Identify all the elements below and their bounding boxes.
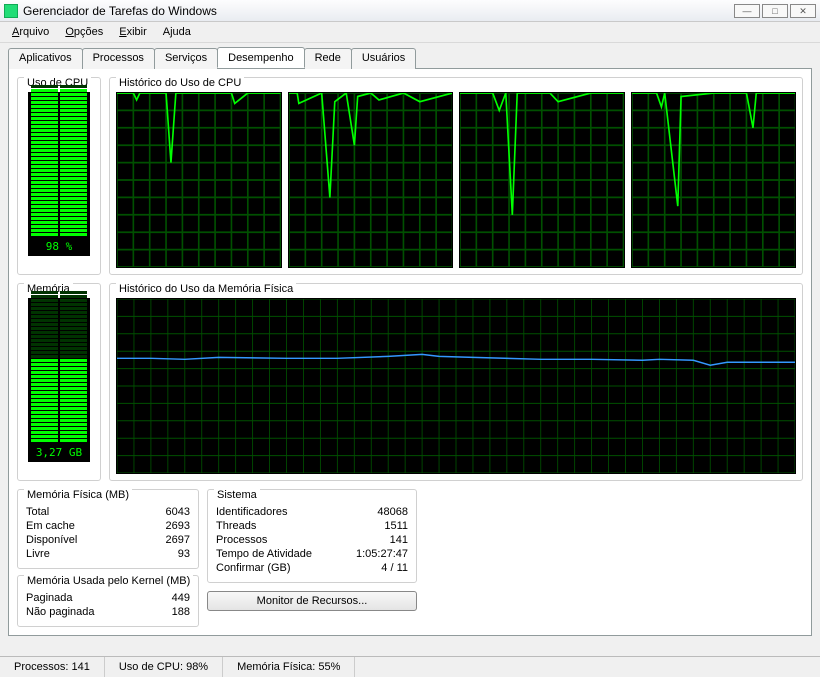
cpu-history-chart-core-3 [631,92,797,268]
memory-gauge-group: Memória 3,27 GB [17,283,101,481]
statusbar: Processos: 141 Uso de CPU: 98% Memória F… [0,656,820,677]
memory-history-group: Histórico do Uso da Memória Física [109,283,803,481]
cpu-gauge-group: Uso de CPU 98 % [17,77,101,275]
table-row: Paginada449 [26,592,190,604]
tab-rede[interactable]: Rede [304,48,352,69]
cpu-gauge: 98 % [28,92,90,256]
cpu-history-chart-core-2 [459,92,625,268]
memory-gauge-value: 3,27 GB [29,444,89,461]
cpu-history-chart-core-0 [116,92,282,268]
tab-desempenho[interactable]: Desempenho [217,47,304,68]
cpu-history-group: Histórico do Uso de CPU [109,77,803,275]
table-row: Processos141 [216,534,408,546]
status-cpu: Uso de CPU: 98% [105,657,223,677]
cpu-gauge-value: 98 % [29,238,89,255]
maximize-button[interactable]: □ [762,4,788,18]
table-row: Em cache2693 [26,520,190,532]
kernel-memory-title: Memória Usada pelo Kernel (MB) [24,575,193,587]
table-row: Threads1511 [216,520,408,532]
resource-monitor-button[interactable]: Monitor de Recursos... [207,591,417,611]
tab-strip: AplicativosProcessosServiçosDesempenhoRe… [8,47,812,68]
status-processes: Processos: 141 [0,657,105,677]
tab-processos[interactable]: Processos [82,48,155,69]
cpu-history-chart-core-1 [288,92,454,268]
table-row: Total6043 [26,506,190,518]
menu-ajuda[interactable]: Ajuda [157,24,197,40]
table-row: Não paginada188 [26,606,190,618]
system-group: Sistema Identificadores48068 Threads1511 P… [207,489,417,583]
menu-opcoes[interactable]: Opções [59,24,109,40]
minimize-button[interactable]: — [734,4,760,18]
memory-history-title: Histórico do Uso da Memória Física [116,283,296,295]
physical-memory-title: Memória Física (MB) [24,489,132,501]
table-row: Tempo de Atividade1:05:27:47 [216,548,408,560]
system-title: Sistema [214,489,260,501]
close-button[interactable]: ✕ [790,4,816,18]
status-memory: Memória Física: 55% [223,657,355,677]
table-row: Disponível2697 [26,534,190,546]
titlebar: Gerenciador de Tarefas do Windows — □ ✕ [0,0,820,22]
tab-usuários[interactable]: Usuários [351,48,416,69]
table-row: Identificadores48068 [216,506,408,518]
tab-serviços[interactable]: Serviços [154,48,218,69]
memory-history-chart [116,298,796,474]
menu-arquivo[interactable]: Arquivo [6,24,55,40]
window-title: Gerenciador de Tarefas do Windows [23,4,217,18]
table-row: Confirmar (GB)4 / 11 [216,562,408,574]
physical-memory-group: Memória Física (MB) Total6043 Em cache269… [17,489,199,569]
cpu-history-title: Histórico do Uso de CPU [116,77,244,89]
table-row: Livre93 [26,548,190,560]
app-icon [4,4,18,18]
menubar: Arquivo Opções Exibir Ajuda [0,22,820,43]
memory-gauge: 3,27 GB [28,298,90,462]
tab-panel-desempenho: Uso de CPU 98 % Histórico do Uso de CPU … [8,68,812,636]
tab-aplicativos[interactable]: Aplicativos [8,48,83,69]
kernel-memory-group: Memória Usada pelo Kernel (MB) Paginada4… [17,575,199,627]
menu-exibir[interactable]: Exibir [113,24,153,40]
